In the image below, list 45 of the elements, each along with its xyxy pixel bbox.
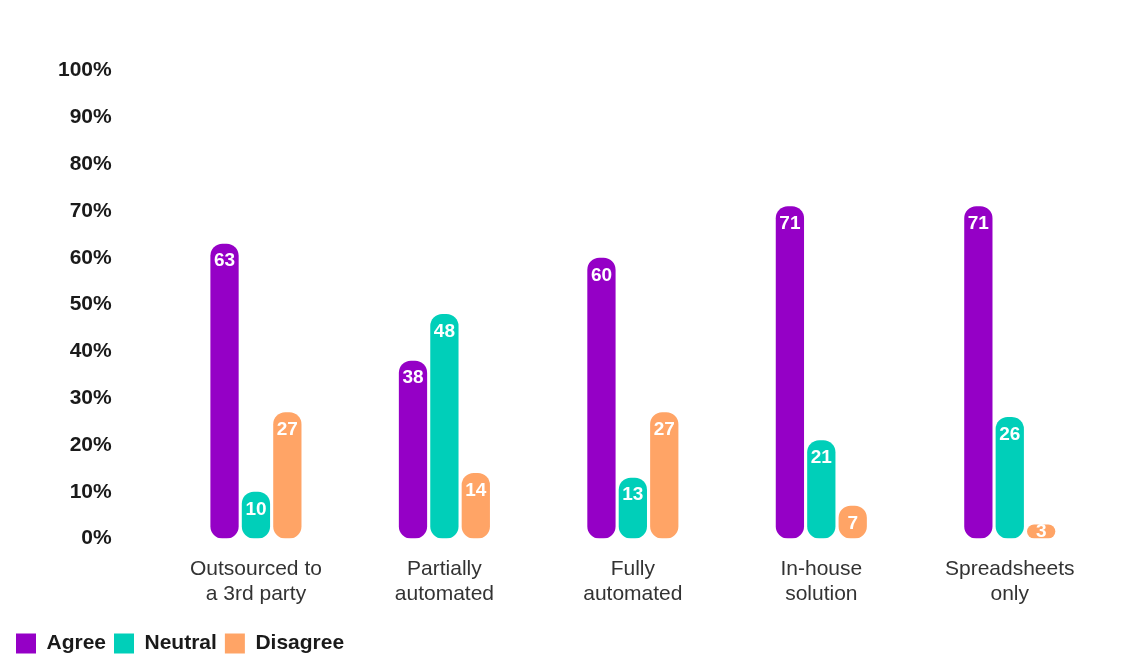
data-label: 48 — [433, 319, 455, 341]
y-tick-label: 20% — [69, 431, 113, 455]
y-tick-label: 50% — [69, 291, 113, 315]
legend-label: Disagree — [255, 630, 345, 654]
y-tick-label: 90% — [69, 104, 113, 128]
legend-label: Neutral — [144, 630, 217, 654]
bar — [995, 416, 1024, 539]
bar — [964, 206, 993, 539]
data-label: 27 — [653, 417, 675, 439]
y-tick-label: 40% — [69, 338, 113, 362]
y-tick-label: 100% — [57, 57, 113, 81]
bar — [273, 412, 302, 539]
bar — [210, 243, 239, 539]
bar — [587, 257, 616, 539]
y-tick-label: 10% — [69, 478, 113, 502]
data-label: 3 — [1035, 519, 1047, 541]
data-label: 27 — [276, 417, 298, 439]
x-tick-label: Partially automated — [394, 556, 495, 605]
bar — [461, 473, 490, 539]
x-tick-label: Spreadsheets only — [944, 556, 1075, 605]
x-tick-label: Outsourced to a 3rd party — [189, 556, 322, 605]
data-label: 13 — [622, 483, 644, 505]
data-label: 38 — [402, 366, 424, 388]
data-label: 71 — [967, 212, 990, 234]
x-tick-label: Fully automated — [583, 556, 683, 605]
y-tick-label: 60% — [69, 244, 113, 268]
bar — [430, 313, 459, 539]
data-label: 71 — [779, 212, 801, 234]
data-label: 10 — [245, 497, 267, 519]
bar — [807, 440, 836, 539]
data-label: 26 — [999, 422, 1021, 444]
y-tick-label: 30% — [69, 385, 113, 408]
bar — [775, 206, 805, 539]
bar — [398, 360, 428, 539]
data-label: 7 — [847, 511, 859, 533]
y-tick-label: 70% — [69, 197, 113, 221]
bar — [650, 412, 679, 539]
y-tick-label: 0% — [81, 525, 113, 549]
y-tick-label: 80% — [69, 151, 113, 174]
data-label: 21 — [810, 446, 833, 468]
data-label: 14 — [465, 478, 487, 500]
legend-label: Agree — [46, 630, 107, 654]
x-tick-label: In-house solution — [780, 556, 863, 605]
data-label: 60 — [590, 263, 613, 285]
data-label: 63 — [213, 249, 236, 271]
